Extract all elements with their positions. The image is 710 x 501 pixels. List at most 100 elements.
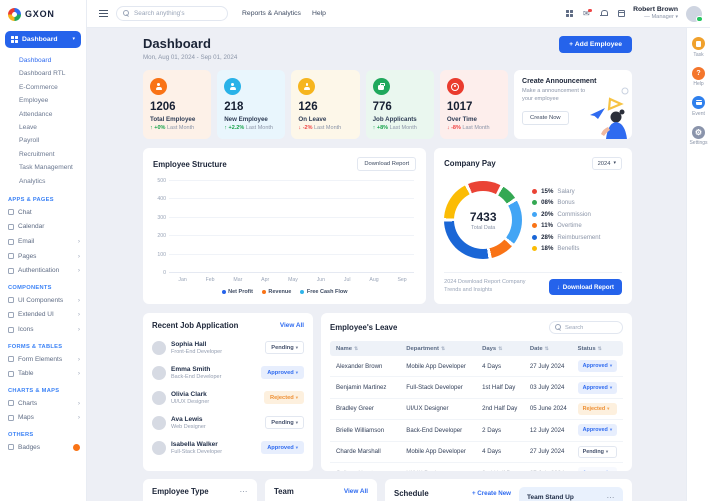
sidebar-menu-item-dashboard-rtl[interactable]: Dashboard RTL bbox=[19, 70, 66, 78]
sidebar-item-maps[interactable]: Maps › bbox=[0, 411, 86, 426]
status-dropdown[interactable]: Approved bbox=[577, 424, 617, 437]
avatar bbox=[152, 415, 166, 430]
donut-total-label: Total Data bbox=[471, 224, 496, 231]
stat-delta: ↑ +0% Last Month bbox=[150, 125, 195, 131]
leave-search-input[interactable] bbox=[565, 324, 617, 331]
help-icon: ? bbox=[692, 66, 705, 80]
chevron-right-icon: › bbox=[77, 370, 80, 378]
user-menu[interactable]: Robert Brown — Manager ▾ bbox=[633, 6, 678, 20]
column-header-name[interactable]: Name ⇅ bbox=[336, 346, 406, 352]
nav-reports-analytics[interactable]: Reports & Analytics bbox=[242, 10, 301, 17]
pay-legend-item-benefits: 18% Benefits bbox=[532, 245, 622, 252]
status-dropdown[interactable]: Approved bbox=[577, 360, 617, 373]
download-report-button[interactable]: Download Report bbox=[357, 157, 417, 171]
cell-date: 27 July 2024 bbox=[530, 470, 578, 471]
briefcase-icon bbox=[372, 78, 390, 95]
sidebar-item-email[interactable]: Email › bbox=[0, 234, 86, 249]
add-employee-button[interactable]: + Add Employee bbox=[559, 36, 632, 53]
sidebar-menu-item-recruitment[interactable]: Recruitment bbox=[19, 150, 55, 158]
search-icon bbox=[123, 10, 130, 17]
nav-help[interactable]: Help bbox=[311, 10, 326, 17]
apps-grid-icon[interactable] bbox=[565, 10, 573, 17]
sidebar-menu: Dashboard Dashboard RTL E-Commerce Employee… bbox=[0, 51, 86, 190]
sort-icon[interactable]: ⇅ bbox=[440, 345, 446, 352]
sidebar-menu-item-task-management[interactable]: Task Management bbox=[19, 164, 73, 172]
status-dropdown[interactable]: Pending bbox=[577, 445, 617, 458]
sidebar-item-extended-ui[interactable]: Extended UI › bbox=[0, 308, 86, 323]
announcement-card: Create Announcement Make a announcement … bbox=[514, 70, 633, 139]
sidebar-item-form-elements[interactable]: Form Elements › bbox=[0, 352, 86, 367]
gridline-100 bbox=[169, 253, 415, 255]
calendar-icon[interactable] bbox=[617, 9, 626, 18]
sidebar-item-chat[interactable]: Chat bbox=[0, 205, 86, 220]
sidebar-menu-item-dashboard[interactable]: Dashboard bbox=[19, 57, 52, 64]
sidebar-menu-item-attendance[interactable]: Attendance bbox=[19, 110, 53, 118]
cell-status: Approved bbox=[577, 424, 617, 437]
more-options-icon[interactable]: ⋯ bbox=[606, 492, 615, 501]
bell-icon[interactable] bbox=[600, 9, 609, 18]
status-dropdown[interactable]: Approved bbox=[261, 441, 304, 455]
create-now-button[interactable]: Create Now bbox=[522, 110, 569, 125]
sidebar-sections: APPS & PAGES Chat Calendar Email › Pages › Auth… bbox=[0, 190, 86, 455]
rail-item-help[interactable]: ? Help bbox=[692, 66, 705, 87]
leave-search[interactable] bbox=[549, 321, 623, 334]
sidebar-menu-item-e-commerce[interactable]: E-Commerce bbox=[19, 83, 58, 91]
status-dropdown[interactable]: Pending bbox=[265, 416, 304, 430]
status-dropdown[interactable]: Rejected bbox=[264, 391, 304, 405]
applicant-name: Ava Lewis bbox=[171, 415, 203, 423]
sidebar-item-pages[interactable]: Pages › bbox=[0, 249, 86, 264]
sidebar-dashboard-toggle[interactable]: Dashboard ▾ bbox=[5, 31, 81, 48]
stat-value: 218 bbox=[224, 101, 244, 113]
rail-item-settings[interactable]: ⚙ Settings bbox=[689, 125, 708, 146]
x-axis-label: Jul bbox=[343, 277, 351, 283]
status-dropdown[interactable]: Approved bbox=[577, 381, 617, 394]
lists-row: Recent Job Application View All Sophia H… bbox=[143, 313, 632, 471]
sidebar-item-ui-components[interactable]: UI Components › bbox=[0, 293, 86, 308]
column-header-department[interactable]: Department ⇅ bbox=[406, 346, 482, 352]
sidebar-menu-item-employee[interactable]: Employee bbox=[19, 97, 49, 105]
sidebar-item-icons[interactable]: Icons › bbox=[0, 322, 86, 337]
cell-department: Mobile App Developer bbox=[406, 362, 466, 370]
chevron-right-icon: › bbox=[77, 238, 80, 246]
table-row-charde-marshall: Charde Marshall Mobile App Developer 4 Day… bbox=[330, 442, 623, 463]
avatar bbox=[152, 390, 166, 405]
year-select[interactable]: 2024 ▾ bbox=[591, 157, 622, 170]
sidebar-menu-item-leave[interactable]: Leave bbox=[19, 124, 37, 132]
status-dropdown[interactable]: Approved bbox=[261, 366, 304, 380]
search-input[interactable] bbox=[134, 10, 221, 17]
sidebar-menu-item-payroll[interactable]: Payroll bbox=[19, 137, 40, 145]
sidebar-item-charts[interactable]: Charts › bbox=[0, 396, 86, 411]
cell-date: 03 July 2024 bbox=[529, 384, 565, 392]
sort-icon[interactable]: ⇅ bbox=[597, 345, 602, 352]
team-standup-item[interactable]: Team Stand Up ⋯ bbox=[519, 487, 623, 501]
view-all-link[interactable]: View All bbox=[279, 322, 304, 329]
team-view-all-link[interactable]: View All bbox=[343, 488, 368, 495]
column-header-date[interactable]: Date ⇅ bbox=[530, 346, 578, 352]
download-report-primary-button[interactable]: ↓ Download Report bbox=[548, 279, 622, 295]
sidebar-item-calendar[interactable]: Calendar bbox=[0, 220, 86, 235]
sidebar-item-label: Charts bbox=[18, 399, 38, 407]
sidebar-item-badges[interactable]: Badges bbox=[0, 440, 86, 455]
more-options-icon[interactable]: ⋯ bbox=[239, 486, 248, 496]
status-dropdown[interactable]: Approved bbox=[577, 467, 617, 471]
sort-icon[interactable]: ⇅ bbox=[498, 345, 503, 352]
sidebar-item-label: Authentication bbox=[18, 267, 60, 275]
hamburger-menu-icon[interactable] bbox=[99, 10, 108, 17]
sort-icon[interactable]: ⇅ bbox=[354, 345, 359, 352]
mail-icon[interactable]: ✉ bbox=[582, 8, 592, 18]
status-dropdown[interactable]: Pending bbox=[265, 341, 304, 355]
sidebar-item-authentication[interactable]: Authentication › bbox=[0, 263, 86, 278]
column-header-status[interactable]: Status ⇅ bbox=[578, 346, 617, 352]
status-dropdown[interactable]: Rejected bbox=[577, 402, 617, 415]
brand[interactable]: GXON bbox=[0, 0, 86, 28]
sidebar-menu-item-analytics[interactable]: Analytics bbox=[19, 177, 46, 185]
create-new-link[interactable]: + Create New bbox=[471, 490, 511, 497]
user-avatar[interactable] bbox=[686, 5, 703, 22]
global-search[interactable] bbox=[116, 6, 228, 21]
rail-item-task[interactable]: Task bbox=[692, 37, 705, 58]
column-header-days[interactable]: Days ⇅ bbox=[482, 346, 530, 352]
sort-icon[interactable]: ⇅ bbox=[544, 345, 549, 352]
sidebar-item-table[interactable]: Table › bbox=[0, 366, 86, 381]
rail-item-event[interactable]: Event bbox=[692, 96, 705, 117]
rail-label: Settings bbox=[689, 140, 708, 146]
